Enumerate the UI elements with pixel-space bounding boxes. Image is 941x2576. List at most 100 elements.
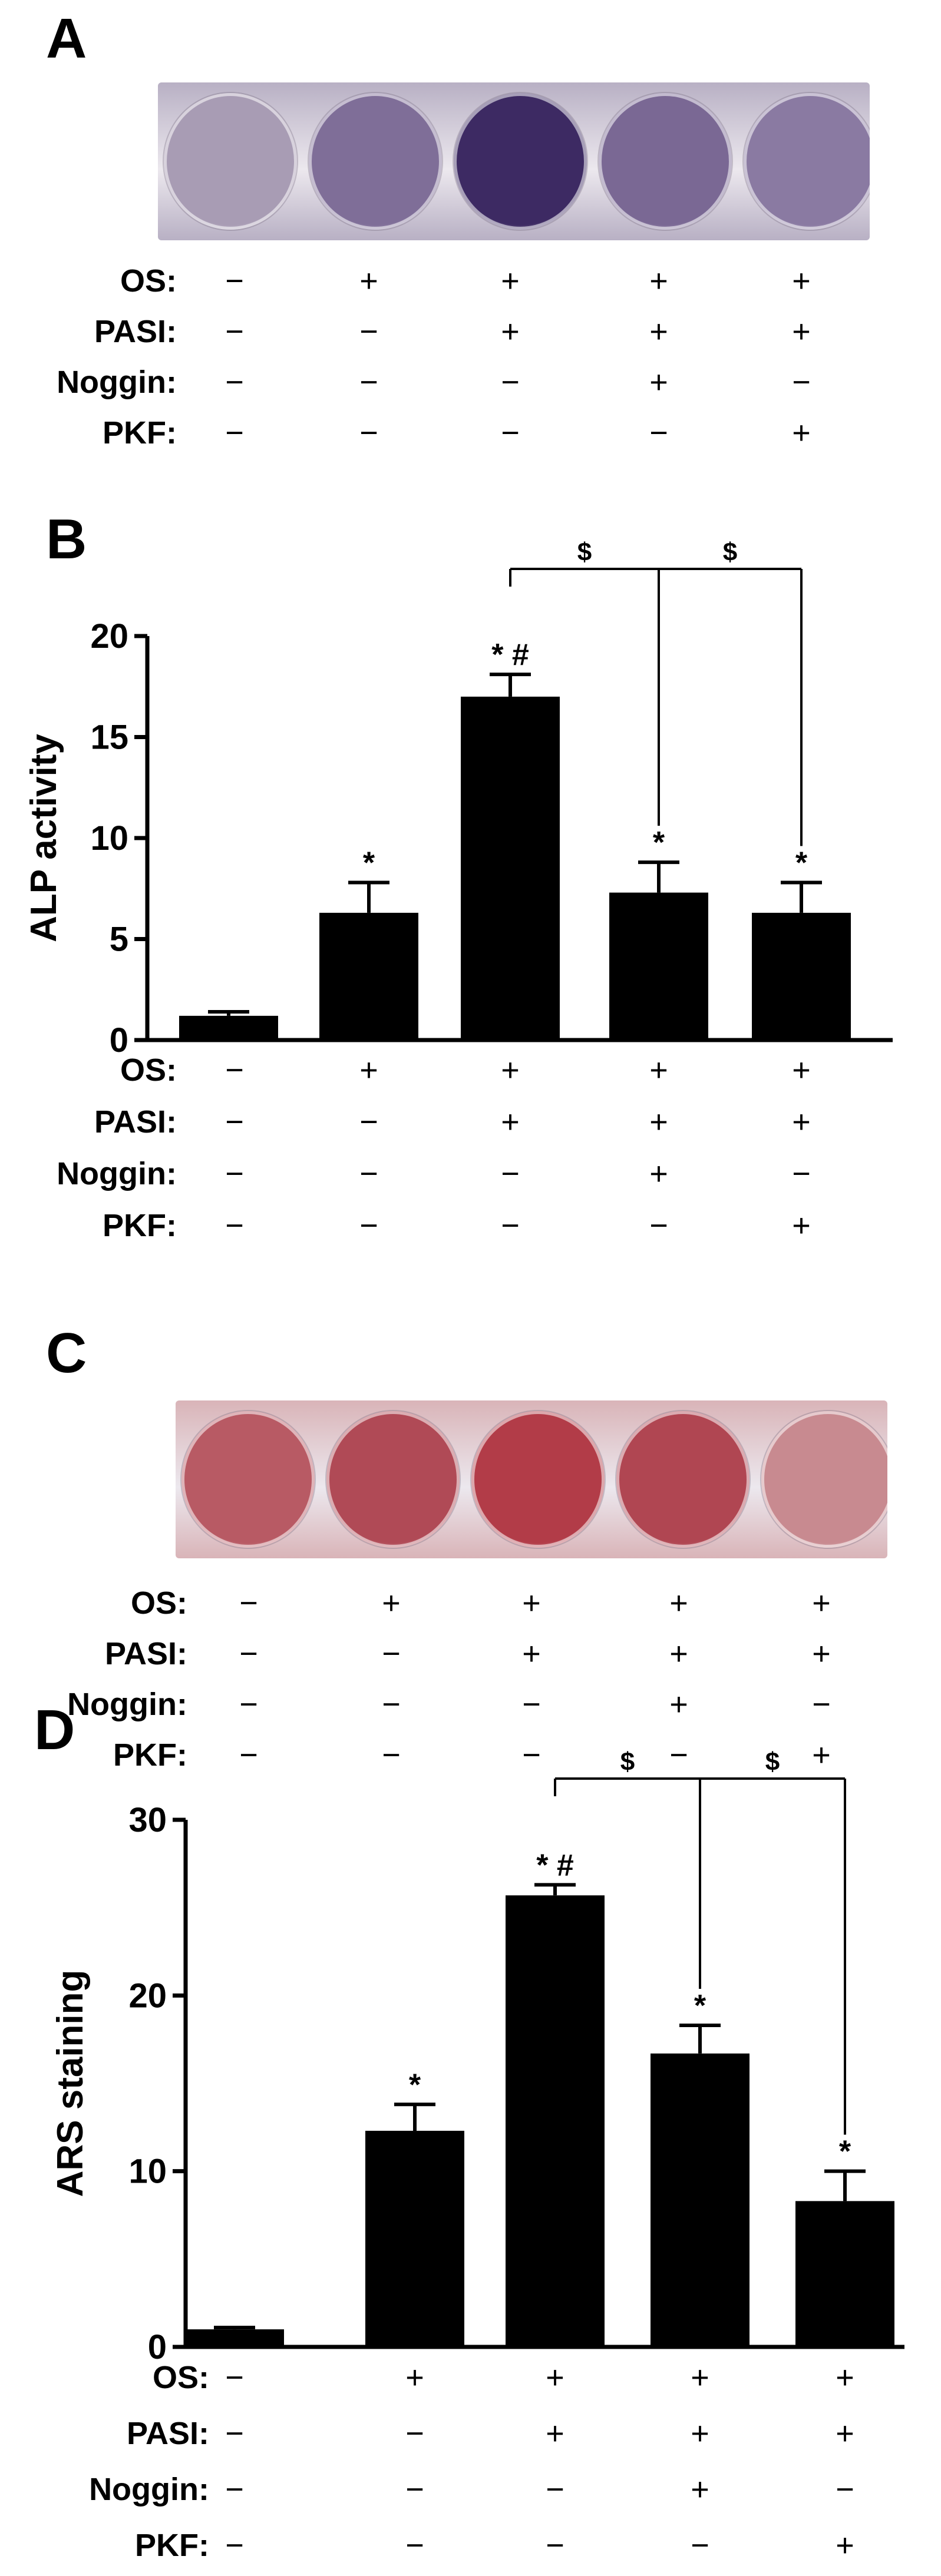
condition-label: PKF: <box>103 1208 177 1243</box>
condition-sign: + <box>405 2360 424 2395</box>
significance-label: * <box>839 2135 851 2169</box>
condition-sign: + <box>649 365 668 400</box>
panel-a: A OS: − + + + + PASI: − − + + + Noggin: − − − + − PKF: − − − −… <box>0 0 941 471</box>
condition-sign: − <box>359 1208 378 1243</box>
condition-sign: + <box>501 263 520 299</box>
condition-sign: − <box>359 314 378 349</box>
condition-sign: + <box>522 1585 541 1621</box>
condition-sign: − <box>501 365 520 400</box>
condition-sign: + <box>792 1052 811 1088</box>
condition-sign: − <box>239 1737 258 1773</box>
bracket-label: $ <box>765 1747 780 1776</box>
condition-sign: + <box>691 2360 709 2395</box>
bar <box>461 696 560 1040</box>
bar <box>752 912 851 1040</box>
y-axis-label: ALP activity <box>24 734 64 942</box>
significance-label: * # <box>491 638 529 672</box>
bar <box>179 1015 278 1040</box>
staining-well <box>471 1411 605 1548</box>
y-tick-label: 0 <box>148 2328 167 2366</box>
ars-staining-plate <box>176 1400 887 1558</box>
panel-letter-b: B <box>46 508 87 571</box>
bracket-label: $ <box>723 538 737 567</box>
panel-letter-a: A <box>46 7 87 70</box>
y-tick-label: 15 <box>90 719 128 757</box>
condition-label: Noggin: <box>57 365 177 400</box>
condition-sign: + <box>691 2416 709 2451</box>
condition-sign: − <box>669 1737 688 1773</box>
condition-sign: − <box>359 365 378 400</box>
condition-sign: − <box>649 1208 668 1243</box>
condition-sign: − <box>382 1687 401 1722</box>
condition-sign: − <box>359 1104 378 1140</box>
condition-sign: + <box>522 1636 541 1671</box>
condition-label: OS: <box>120 1052 177 1088</box>
condition-sign: − <box>239 1585 258 1621</box>
significance-label: * # <box>536 1848 574 1882</box>
condition-label: Noggin: <box>67 1687 187 1722</box>
condition-sign: + <box>836 2360 854 2395</box>
condition-sign: + <box>649 1104 668 1140</box>
condition-sign: − <box>359 415 378 451</box>
panel-b: B 0 5 10 15 20 ALP activity * * # * * $ $ OS: − + + + + P… <box>24 508 893 1243</box>
panel-c: C OS: − + + + + PASI: − − + + + Noggin: − − − + − PKF: − − − −… <box>46 1325 887 1771</box>
condition-sign: − <box>522 1737 541 1773</box>
condition-sign: − <box>501 415 520 451</box>
bar <box>365 2131 464 2347</box>
condition-sign: + <box>792 415 811 451</box>
condition-label: PASI: <box>94 314 177 349</box>
condition-sign: + <box>501 1052 520 1088</box>
staining-well <box>616 1411 750 1548</box>
condition-sign: + <box>792 314 811 349</box>
condition-sign: + <box>836 2528 854 2563</box>
condition-sign: + <box>812 1636 831 1671</box>
condition-sign: + <box>812 1737 831 1773</box>
condition-sign: − <box>812 1687 831 1722</box>
condition-sign: + <box>359 263 378 299</box>
bracket-label: $ <box>577 538 592 567</box>
condition-label: OS: <box>152 2360 209 2395</box>
condition-label: Noggin: <box>57 1156 177 1191</box>
staining-well <box>326 1411 460 1548</box>
condition-sign: + <box>792 263 811 299</box>
condition-sign: − <box>546 2472 564 2507</box>
y-tick-label: 10 <box>128 2153 167 2191</box>
condition-sign: − <box>522 1687 541 1722</box>
condition-sign: − <box>225 415 244 451</box>
condition-sign: − <box>546 2528 564 2563</box>
alp-staining-plate <box>158 82 870 240</box>
condition-label: Noggin: <box>89 2472 209 2507</box>
significance-label: * <box>694 1989 706 2023</box>
condition-sign: − <box>225 263 244 299</box>
staining-well <box>599 93 732 230</box>
condition-sign: + <box>792 1104 811 1140</box>
bar <box>185 2329 284 2347</box>
condition-sign: + <box>836 2416 854 2451</box>
significance-label: * <box>363 846 375 880</box>
bar <box>651 2053 750 2347</box>
condition-sign: − <box>225 1104 244 1140</box>
staining-well <box>744 93 870 230</box>
y-tick-label: 30 <box>128 1801 167 1839</box>
condition-sign: + <box>792 1208 811 1243</box>
condition-sign: − <box>649 415 668 451</box>
condition-sign: − <box>239 1687 258 1722</box>
staining-well <box>761 1411 887 1548</box>
condition-sign: + <box>649 1052 668 1088</box>
staining-well <box>181 1411 315 1548</box>
condition-sign: − <box>225 2360 244 2395</box>
condition-sign: − <box>405 2416 424 2451</box>
significance-label: * <box>409 2068 421 2102</box>
condition-label: OS: <box>120 263 177 299</box>
condition-sign: − <box>225 365 244 400</box>
condition-sign: + <box>501 314 520 349</box>
condition-label: PKF: <box>113 1737 187 1773</box>
condition-sign: + <box>501 1104 520 1140</box>
condition-label: PKF: <box>135 2528 209 2563</box>
bar <box>795 2201 894 2347</box>
condition-label: PASI: <box>126 2416 209 2451</box>
condition-sign: + <box>649 314 668 349</box>
y-tick-label: 20 <box>90 617 128 655</box>
condition-sign: − <box>225 1208 244 1243</box>
